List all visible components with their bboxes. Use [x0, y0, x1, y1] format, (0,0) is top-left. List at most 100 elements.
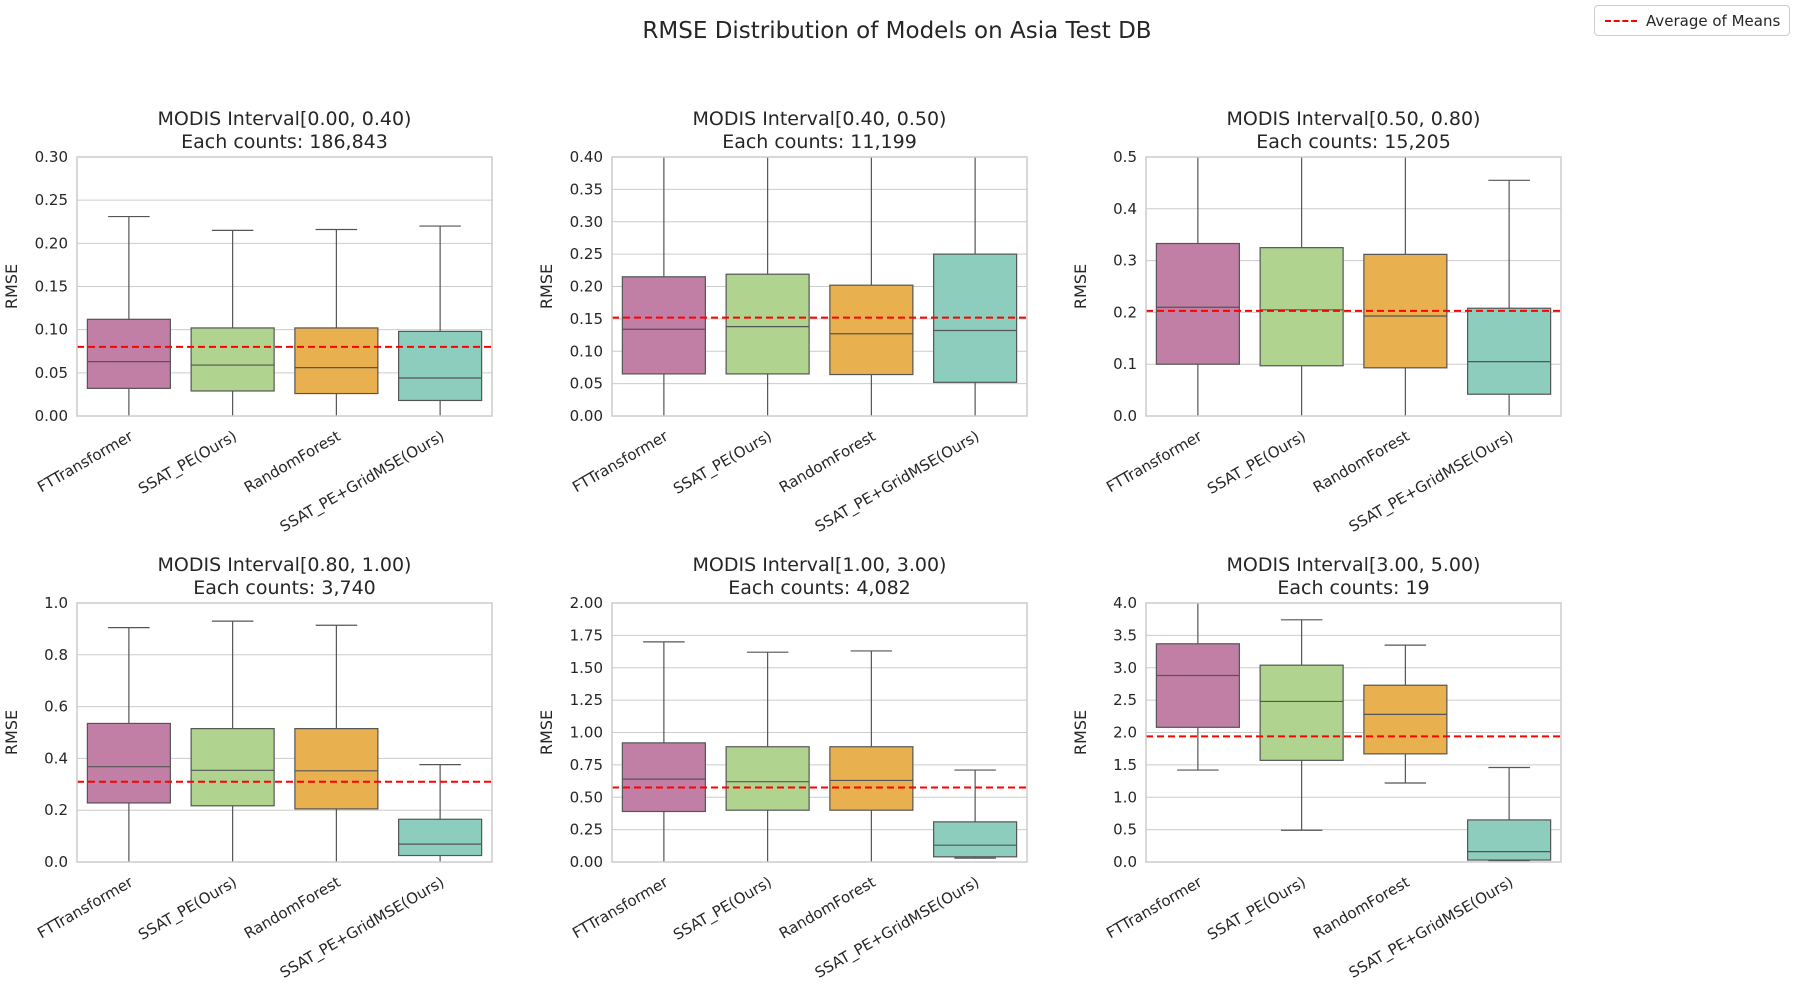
y-tick-label: 0.05: [35, 364, 68, 382]
y-tick-label: 0.00: [35, 407, 68, 425]
x-tick-label: SSAT_PE(Ours): [1204, 873, 1309, 945]
box-RandomForest: [1363, 684, 1448, 755]
subplot-subtitle: Each counts: 19: [1277, 577, 1429, 599]
x-tick-label: FTTransformer: [569, 427, 672, 497]
box-SSAT_PE(Ours): [725, 746, 810, 811]
y-axis-label: RMSE: [1071, 710, 1090, 755]
subplot-4: 0.0 0.2 0.4 0.6 0.8 1.0 FTTransformerSSAT_PE(O…: [2, 554, 493, 983]
x-tick-label: RandomForest: [241, 873, 344, 943]
axes-frame: [611, 156, 1028, 417]
x-tick-label: SSAT_PE(Ours): [135, 873, 240, 945]
box-RandomForest: [294, 728, 379, 810]
x-tick-label: RandomForest: [241, 427, 344, 497]
figure-title: RMSE Distribution of Models on Asia Test…: [642, 18, 1152, 44]
y-tick-label: 1.5: [1113, 756, 1137, 774]
y-axis-label: RMSE: [537, 710, 556, 755]
legend-mean-line-swatch: [1605, 20, 1637, 22]
subplot-2: 0.00 0.05 0.10 0.15 0.20 0.25 0.30 0.35 0.40 FTTr…: [537, 108, 1028, 537]
y-tick-label: 2.0: [1113, 724, 1137, 742]
box-SSAT_PE+GridMSE(Ours): [398, 818, 483, 857]
subplot-title: MODIS Interval[1.00, 3.00): [693, 554, 947, 576]
y-tick-label: 3.5: [1113, 626, 1137, 644]
y-tick-label: 4.0: [1113, 594, 1137, 612]
x-tick-label: RandomForest: [1310, 427, 1413, 497]
box-FTTransformer: [621, 742, 706, 813]
y-tick-label: 0.4: [44, 749, 68, 767]
box-FTTransformer: [621, 276, 706, 375]
y-tick-label: 3.0: [1113, 659, 1137, 677]
y-tick-label: 0.10: [35, 321, 68, 339]
subplot-subtitle: Each counts: 11,199: [722, 131, 917, 153]
subplot-subtitle: Each counts: 15,205: [1256, 131, 1451, 153]
y-tick-label: 1.0: [44, 594, 68, 612]
subplot-title: MODIS Interval[0.00, 0.40): [158, 108, 412, 130]
y-tick-label: 0.5: [1113, 821, 1137, 839]
legend-label: Average of Means: [1646, 12, 1781, 30]
y-tick-label: 2.00: [570, 594, 603, 612]
y-tick-label: 0.00: [570, 853, 603, 871]
box-FTTransformer: [86, 722, 171, 804]
y-tick-label: 0.40: [570, 148, 603, 166]
x-tick-label: SSAT_PE+GridMSE(Ours): [277, 427, 448, 537]
y-tick-label: 0.25: [570, 821, 603, 839]
y-tick-label: 0.6: [44, 698, 68, 716]
box-SSAT_PE(Ours): [190, 728, 275, 807]
box-SSAT_PE(Ours): [1259, 247, 1344, 367]
y-axis-label: RMSE: [1071, 264, 1090, 309]
subplot-title: MODIS Interval[3.00, 5.00): [1227, 554, 1481, 576]
y-tick-label: 0.1: [1113, 355, 1137, 373]
y-tick-label: 0.20: [570, 278, 603, 296]
subplot-subtitle: Each counts: 4,082: [728, 577, 911, 599]
y-tick-label: 0.75: [570, 756, 603, 774]
x-tick-label: FTTransformer: [34, 427, 137, 497]
box-FTTransformer: [1155, 242, 1240, 365]
box-RandomForest: [829, 746, 914, 811]
y-tick-label: 2.5: [1113, 691, 1137, 709]
subplot-title: MODIS Interval[0.80, 1.00): [158, 554, 412, 576]
subplot-6: 0.0 0.5 1.0 1.5 2.0 2.5 3.0 3.5 4.0 FTTransformer…: [1071, 554, 1562, 983]
axes-frame: [76, 156, 493, 417]
box-SSAT_PE(Ours): [725, 273, 810, 375]
x-tick-label: SSAT_PE+GridMSE(Ours): [812, 873, 983, 983]
box-SSAT_PE+GridMSE(Ours): [1467, 307, 1552, 395]
y-tick-label: 1.0: [1113, 788, 1137, 806]
subplot-title: MODIS Interval[0.50, 0.80): [1227, 108, 1481, 130]
x-tick-label: RandomForest: [776, 427, 879, 497]
subplot-subtitle: Each counts: 186,843: [181, 131, 388, 153]
y-tick-label: 0.4: [1113, 200, 1137, 218]
y-tick-label: 0.3: [1113, 252, 1137, 270]
box-SSAT_PE+GridMSE(Ours): [398, 330, 483, 402]
box-FTTransformer: [86, 318, 171, 389]
x-tick-label: SSAT_PE(Ours): [1204, 427, 1309, 499]
y-tick-label: 0.5: [1113, 148, 1137, 166]
box-RandomForest: [294, 327, 379, 395]
box-SSAT_PE(Ours): [1259, 664, 1344, 761]
subplot-title: MODIS Interval[0.40, 0.50): [693, 108, 947, 130]
axes-frame: [76, 602, 493, 863]
x-tick-label: SSAT_PE(Ours): [670, 427, 775, 499]
legend: Average of Means: [1594, 5, 1790, 36]
subplot-3: 0.0 0.1 0.2 0.3 0.4 0.5 FTTransformerSSAT_PE(O…: [1071, 108, 1562, 537]
x-tick-label: FTTransformer: [34, 873, 137, 943]
y-tick-label: 0.25: [35, 191, 68, 209]
box-FTTransformer: [1155, 643, 1240, 728]
box-RandomForest: [829, 284, 914, 376]
x-tick-label: SSAT_PE+GridMSE(Ours): [277, 873, 448, 983]
y-tick-label: 1.00: [570, 724, 603, 742]
y-tick-label: 0.20: [35, 234, 68, 252]
subplot-5: 0.00 0.25 0.50 0.75 1.00 1.25 1.50 1.75 2.00 FTTr…: [537, 554, 1028, 983]
y-tick-label: 0.05: [570, 375, 603, 393]
y-tick-label: 0.50: [570, 788, 603, 806]
x-tick-label: FTTransformer: [1103, 427, 1206, 497]
y-tick-label: 0.25: [570, 245, 603, 263]
y-tick-label: 0.00: [570, 407, 603, 425]
x-tick-label: RandomForest: [1310, 873, 1413, 943]
y-tick-label: 0.35: [570, 180, 603, 198]
y-tick-label: 0.0: [44, 853, 68, 871]
box-SSAT_PE+GridMSE(Ours): [933, 821, 1018, 858]
axes-frame: [1145, 156, 1562, 417]
y-tick-label: 1.75: [570, 626, 603, 644]
x-tick-label: SSAT_PE(Ours): [670, 873, 775, 945]
box-SSAT_PE+GridMSE(Ours): [1467, 819, 1552, 861]
subplot-1: 0.00 0.05 0.10 0.15 0.20 0.25 0.30 FTTransforme…: [2, 108, 493, 537]
